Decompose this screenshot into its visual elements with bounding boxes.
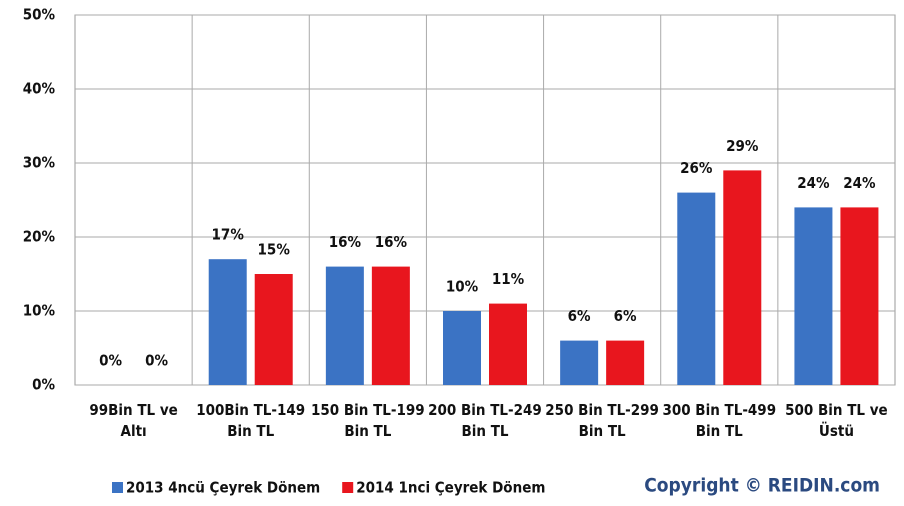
legend-label: 2014 1nci Çeyrek Dönem (356, 479, 545, 497)
bar (371, 266, 410, 385)
y-tick-label: 0% (32, 376, 55, 394)
copyright: Copyright © REIDIN.com (644, 475, 880, 497)
x-tick-label: 99Bin TL ve Altı (89, 401, 178, 440)
x-tick-label: 200 Bin TL-249 Bin TL (428, 401, 542, 440)
data-label: 26% (680, 159, 713, 177)
bar (443, 311, 481, 385)
bar (325, 266, 364, 385)
legend-swatch (342, 482, 354, 493)
x-tick-label: 500 Bin TL ve Üstü (785, 401, 888, 440)
bar (254, 274, 293, 385)
x-tick-label: 250 Bin TL-299 Bin TL (545, 401, 659, 440)
data-label: 29% (726, 137, 759, 155)
bar (840, 207, 879, 385)
bar (606, 340, 645, 385)
data-label: 6% (568, 307, 591, 325)
bar (723, 170, 762, 385)
y-tick-label: 50% (23, 6, 56, 24)
data-label: 10% (446, 278, 479, 296)
bar (677, 192, 716, 385)
data-label: 24% (797, 174, 830, 192)
data-label: 0% (99, 352, 122, 370)
bar (794, 207, 833, 385)
data-label: 15% (258, 241, 291, 259)
bar (560, 340, 599, 385)
x-tick-label: 150 Bin TL-199 Bin TL (311, 401, 425, 440)
data-label: 0% (145, 352, 168, 370)
y-tick-label: 10% (23, 302, 56, 320)
y-tick-label: 40% (23, 80, 56, 98)
x-tick-label: 300 Bin TL-499 Bin TL (662, 401, 777, 440)
data-label: 17% (212, 226, 245, 244)
data-label: 24% (843, 174, 876, 192)
x-tick-label: 100Bin TL-149 Bin TL (196, 401, 306, 440)
y-tick-label: 30% (23, 154, 56, 172)
data-label: 11% (492, 270, 525, 288)
bar (208, 259, 247, 385)
legend-label: 2013 4ncü Çeyrek Dönem (126, 479, 320, 497)
y-tick-label: 20% (23, 228, 56, 246)
bar (489, 303, 527, 385)
data-label: 16% (329, 233, 362, 251)
data-label: 16% (375, 233, 408, 251)
legend-swatch (112, 482, 123, 493)
data-label: 6% (614, 307, 637, 325)
plot-border (74, 14, 896, 386)
